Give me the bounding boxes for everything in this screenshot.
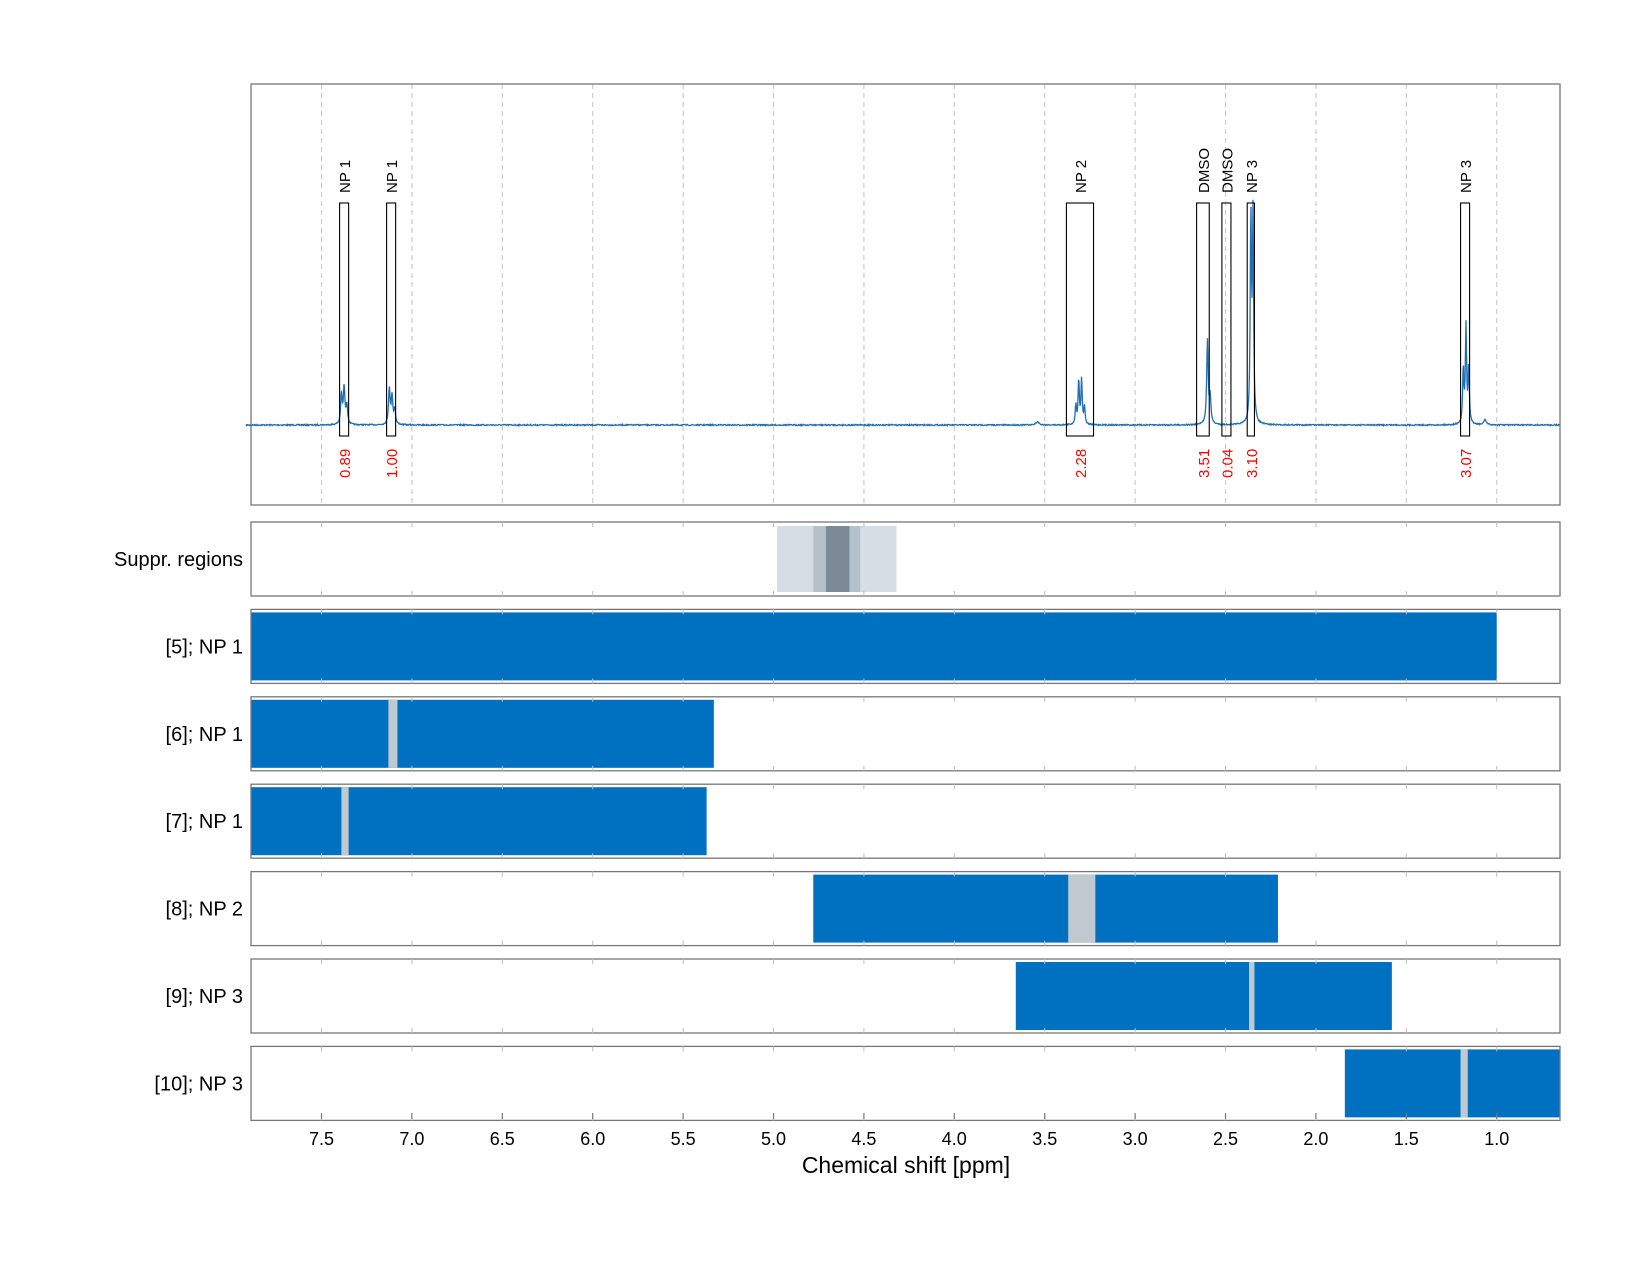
track: Suppr. regions	[114, 521, 1561, 597]
x-tick-label: 7.5	[309, 1129, 334, 1149]
track-label: Suppr. regions	[114, 549, 243, 571]
track: [5]; NP 1	[166, 608, 1561, 685]
region-bar	[1015, 962, 1392, 1030]
integration-region-label: NP 3	[1458, 160, 1475, 193]
track-frame	[250, 521, 1561, 597]
integral-value: 1.00	[384, 449, 401, 478]
suppression-region	[825, 526, 850, 592]
track-frame	[250, 958, 1561, 1034]
region-bar	[251, 787, 707, 856]
x-tick-label: 1.0	[1484, 1129, 1509, 1149]
region-gap	[1249, 962, 1255, 1030]
integral-value: 3.07	[1458, 449, 1475, 478]
integration-box	[1460, 202, 1471, 437]
x-tick-label: 2.5	[1213, 1129, 1238, 1149]
region-gap	[341, 787, 349, 856]
track-frame	[250, 608, 1561, 685]
integral-value: 0.89	[337, 449, 354, 478]
x-tick-label: 5.5	[671, 1129, 696, 1149]
region-bar	[251, 612, 1497, 681]
x-tick-label: 3.5	[1032, 1129, 1057, 1149]
integral-value: 2.28	[1073, 449, 1090, 478]
x-tick-label: 3.0	[1123, 1129, 1148, 1149]
x-tick-label: 6.5	[490, 1129, 515, 1149]
track-frame	[250, 783, 1561, 859]
track-label: [6]; NP 1	[166, 724, 243, 746]
integration-region-label: DMSO	[1196, 148, 1213, 193]
track: [10]; NP 3	[154, 1045, 1561, 1122]
integral-value: 0.04	[1219, 449, 1236, 478]
track-frame	[250, 870, 1561, 947]
region-gap	[1460, 1049, 1468, 1118]
track: [8]; NP 2	[166, 870, 1561, 947]
x-tick-label: 1.5	[1394, 1129, 1419, 1149]
integration-box	[386, 202, 397, 437]
integration-region-label: NP 2	[1073, 160, 1090, 193]
spectrum-frame	[250, 83, 1561, 506]
track-frame	[250, 696, 1561, 772]
x-tick-label: 2.0	[1303, 1129, 1328, 1149]
spectrum-panel: NP 1 0.89 NP 1 1.00 NP 2 2.28 DMSO 3.51 DMSO 0.04…	[245, 83, 1561, 506]
track-frame	[250, 1045, 1561, 1122]
track: [6]; NP 1	[166, 696, 1561, 772]
track-label: [8]; NP 2	[166, 899, 243, 921]
spectrum-line	[245, 199, 1561, 428]
track-label: [7]; NP 1	[166, 811, 243, 833]
region-gap	[388, 699, 398, 768]
integration-region-label: DMSO	[1219, 148, 1236, 193]
integral-value: 3.10	[1244, 449, 1261, 478]
integral-value: 3.51	[1196, 449, 1213, 478]
integration-box	[1246, 202, 1255, 437]
region-bar	[1344, 1049, 1560, 1118]
region-bar	[813, 874, 1278, 943]
track-label: [5]; NP 1	[166, 636, 243, 658]
integration-box	[1065, 202, 1095, 437]
x-tick-label: 4.5	[851, 1129, 876, 1149]
x-axis: 7.5 7.0 6.5 6.0 5.5 5.0 4.5 4.0 3.5 3.0 2.5 2.0 1.5 1…	[309, 1113, 1509, 1149]
x-tick-label: 4.0	[942, 1129, 967, 1149]
integration-region-label: NP 1	[384, 160, 401, 193]
x-tick-label: 7.0	[399, 1129, 424, 1149]
track: [9]; NP 3	[166, 958, 1561, 1034]
integration-box	[1221, 202, 1232, 437]
x-tick-label: 6.0	[580, 1129, 605, 1149]
integration-region-label: NP 3	[1244, 160, 1261, 193]
integration-region-label: NP 1	[337, 160, 354, 193]
x-axis-label: Chemical shift [ppm]	[802, 1152, 1010, 1178]
x-tick-label: 5.0	[761, 1129, 786, 1149]
region-bar	[251, 699, 714, 768]
track-label: [10]; NP 3	[154, 1073, 243, 1095]
region-gap	[1068, 874, 1096, 943]
integration-box	[1196, 202, 1210, 437]
integration-box	[339, 202, 350, 437]
region-tracks: Suppr. regions [5]; NP 1 [6]; NP 1 [7]; NP …	[114, 521, 1561, 1122]
track-label: [9]; NP 3	[166, 986, 243, 1008]
track: [7]; NP 1	[166, 783, 1561, 859]
